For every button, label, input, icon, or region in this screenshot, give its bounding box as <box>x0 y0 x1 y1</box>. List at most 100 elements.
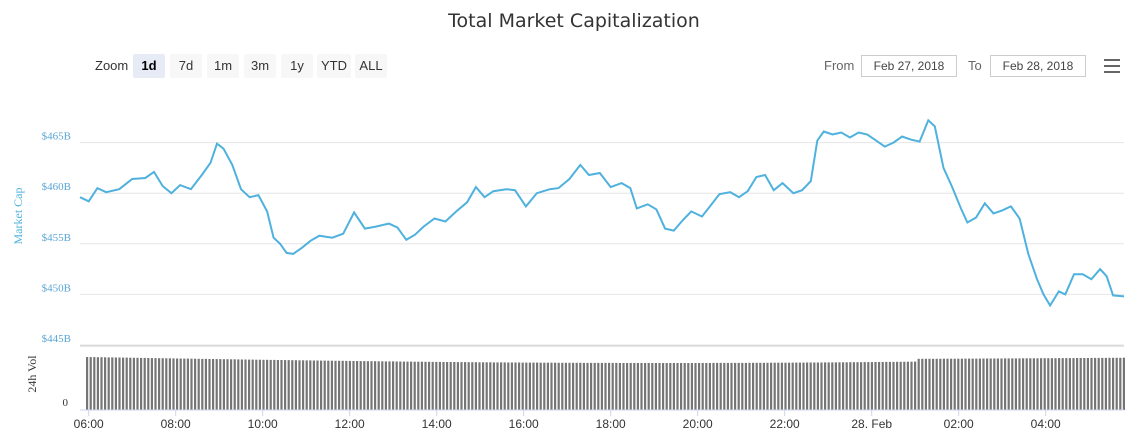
volume-bar <box>392 361 395 410</box>
volume-bar <box>892 361 895 410</box>
to-date-input[interactable] <box>990 55 1086 77</box>
volume-bar <box>1050 358 1053 410</box>
volume-bar <box>464 362 467 410</box>
x-tick-label: 16:00 <box>509 417 539 431</box>
volume-bar <box>867 362 870 410</box>
volume-bar <box>820 362 823 410</box>
volume-bar <box>989 358 992 410</box>
x-tick-label: 28. Feb <box>851 417 892 431</box>
volume-bar <box>600 362 603 410</box>
volume-bar <box>413 361 416 410</box>
volume-bar <box>870 362 873 410</box>
volume-bar <box>518 362 521 410</box>
volume-bar <box>572 362 575 410</box>
volume-bar <box>1047 358 1050 410</box>
volume-bar <box>453 362 456 410</box>
volume-bar <box>406 361 409 410</box>
volume-bar <box>474 362 477 410</box>
volume-bar <box>1011 358 1014 410</box>
volume-bar <box>176 358 179 410</box>
volume-bar <box>316 360 319 410</box>
volume-bar <box>824 362 827 410</box>
volume-bar <box>489 362 492 410</box>
volume-bar <box>244 359 247 410</box>
hamburger-menu-icon[interactable] <box>1104 59 1120 73</box>
volume-bar <box>86 357 89 410</box>
volume-bar <box>1076 358 1079 410</box>
volume-bar <box>957 358 960 410</box>
volume-bar <box>856 362 859 410</box>
volume-bar <box>417 361 420 410</box>
volume-bar <box>1032 358 1035 410</box>
volume-bar <box>647 363 650 410</box>
volume-bar <box>165 358 168 410</box>
volume-bar <box>773 362 776 410</box>
volume-bar <box>399 361 402 410</box>
grid-lines <box>80 142 1124 347</box>
zoom-3m-button[interactable]: 3m <box>244 54 276 78</box>
volume-bar <box>626 363 629 410</box>
volume-bar <box>1108 357 1111 410</box>
volume-bar <box>928 358 931 410</box>
from-date-input[interactable] <box>861 55 957 77</box>
volume-bar <box>597 362 600 410</box>
volume-bar <box>608 362 611 410</box>
volume-bar <box>1014 358 1017 410</box>
volume-bar <box>496 362 499 410</box>
volume-bars <box>86 357 1125 410</box>
volume-bar <box>618 363 621 410</box>
volume-bar <box>233 359 236 410</box>
volume-bar <box>147 358 150 410</box>
volume-bar <box>420 361 423 410</box>
zoom-1d-button[interactable]: 1d <box>133 54 165 78</box>
volume-bar <box>294 360 297 410</box>
volume-bar <box>136 357 139 410</box>
volume-bar <box>644 363 647 410</box>
volume-zero-label: 0 <box>63 397 69 409</box>
volume-bar <box>388 361 391 410</box>
volume-bar <box>269 359 272 410</box>
volume-bar <box>593 362 596 410</box>
y-tick-labels: $445B $450B $455B $460B $465B <box>42 131 71 345</box>
zoom-1m-button[interactable]: 1m <box>207 54 239 78</box>
volume-bar <box>1054 358 1057 410</box>
volume-bar <box>791 362 794 410</box>
zoom-all-button[interactable]: ALL <box>355 54 387 78</box>
x-tick-label: 14:00 <box>422 417 452 431</box>
volume-bar <box>327 360 330 410</box>
volume-bar <box>701 363 704 410</box>
volume-bar <box>374 361 377 410</box>
volume-bar <box>1004 358 1007 410</box>
volume-bar <box>917 358 920 410</box>
x-tick-label: 08:00 <box>161 417 191 431</box>
volume-bar <box>89 357 92 410</box>
volume-bar <box>348 360 351 410</box>
volume-bar <box>1083 358 1086 410</box>
volume-bar <box>154 358 157 410</box>
volume-bar <box>114 357 117 410</box>
to-label: To <box>968 58 982 73</box>
zoom-7d-button[interactable]: 7d <box>170 54 202 78</box>
volume-bar <box>860 362 863 410</box>
zoom-1y-button[interactable]: 1y <box>281 54 313 78</box>
volume-bar <box>816 362 819 410</box>
volume-bar <box>662 363 665 410</box>
zoom-ytd-button[interactable]: YTD <box>317 54 351 78</box>
volume-bar <box>183 358 186 410</box>
volume-bar <box>431 361 434 410</box>
volume-bar <box>690 363 693 410</box>
volume-bar <box>330 360 333 410</box>
volume-bar <box>611 362 614 410</box>
volume-bar <box>1007 358 1010 410</box>
volume-bar <box>456 362 459 410</box>
volume-bar <box>212 359 215 410</box>
volume-bar <box>471 362 474 410</box>
volume-bar <box>1065 358 1068 410</box>
volume-bar <box>737 362 740 410</box>
volume-bar <box>719 362 722 410</box>
volume-bar <box>248 359 251 410</box>
volume-bar <box>802 362 805 410</box>
volume-bar <box>557 362 560 410</box>
volume-bar <box>798 362 801 410</box>
volume-bar <box>514 362 517 410</box>
